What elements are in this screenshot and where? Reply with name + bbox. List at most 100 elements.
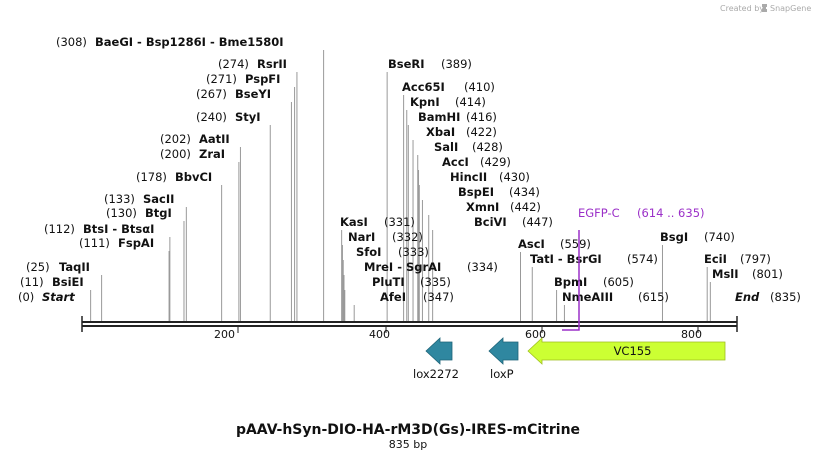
- start-label: Start: [42, 290, 75, 304]
- feature-arrow-vc155[interactable]: [527, 337, 726, 365]
- enzyme-name: AatII: [199, 132, 230, 146]
- enzyme-pos: (740): [704, 230, 735, 244]
- enzyme-pos: (111): [79, 236, 110, 250]
- feature-label-loxp: loxP: [490, 367, 514, 381]
- enzyme-pos: (797): [740, 252, 771, 266]
- primer-name: EGFP-C: [578, 206, 620, 220]
- enzyme-pos: (574): [627, 252, 658, 266]
- feature-label-lox2272: lox2272: [413, 367, 459, 381]
- enzyme-name: StyI: [235, 110, 261, 124]
- enzyme-name: BseRI: [388, 57, 425, 71]
- enzyme-pos: (434): [509, 185, 540, 199]
- enzyme-name: Acc65I: [402, 80, 445, 94]
- feature-arrow-loxp[interactable]: [488, 337, 519, 365]
- enzyme-pos: (333): [398, 245, 429, 259]
- enzyme-pos: (414): [455, 95, 486, 109]
- enzyme-name: NmeAIII: [562, 290, 613, 304]
- enzyme-name: MslI: [712, 267, 739, 281]
- enzyme-name: BsgI: [660, 230, 688, 244]
- enzyme-name: TatI - BsrGI: [530, 252, 602, 266]
- enzyme-name: TaqII: [59, 260, 90, 274]
- end-label: End: [735, 290, 760, 304]
- tick-marks: [237, 326, 699, 333]
- enzyme-labels-right: BseRI (389) Acc65I (410) KpnI (414) BamH…: [340, 57, 783, 304]
- tick-label-600: 600: [525, 328, 546, 341]
- enzyme-pos: (422): [466, 125, 497, 139]
- credit-text: Created by: [720, 4, 764, 13]
- enzyme-pos: (25): [26, 260, 50, 274]
- enzyme-name: KasI: [340, 215, 368, 229]
- enzyme-pos: (240): [196, 110, 227, 124]
- enzyme-pos: (274): [218, 57, 249, 71]
- enzyme-name: SfoI: [356, 245, 381, 259]
- enzyme-pos: (271): [206, 72, 237, 86]
- enzyme-pos: (178): [136, 170, 167, 184]
- enzyme-pos: (428): [472, 140, 503, 154]
- enzyme-pos: (335): [420, 275, 451, 289]
- enzyme-name: BamHI: [418, 110, 460, 124]
- enzyme-name: KpnI: [410, 95, 440, 109]
- enzyme-pos: (447): [522, 215, 553, 229]
- enzyme-name: ZraI: [199, 147, 225, 161]
- enzyme-name: NarI: [348, 230, 375, 244]
- enzyme-name: AscI: [518, 237, 545, 251]
- enzyme-pos: (332): [392, 230, 423, 244]
- enzyme-name: MreI - SgrAI: [364, 260, 441, 274]
- enzyme-pos: (410): [464, 80, 495, 94]
- enzyme-name: EciI: [704, 252, 727, 266]
- enzyme-pos: (331): [384, 215, 415, 229]
- snapgene-logo-text: SnapGene: [770, 4, 811, 13]
- enzyme-pos: (130): [106, 206, 137, 220]
- enzyme-pos: (442): [510, 200, 541, 214]
- enzyme-name: PspFI: [245, 72, 280, 86]
- tick-label-400: 400: [369, 328, 390, 341]
- enzyme-name: HincII: [450, 170, 487, 184]
- enzyme-pos: (112): [44, 222, 75, 236]
- cut-site-lines: [90, 50, 711, 321]
- feature-arrow-lox2272[interactable]: [425, 337, 453, 365]
- enzyme-name: BbvCI: [175, 170, 212, 184]
- enzyme-pos: (416): [466, 110, 497, 124]
- enzyme-name: BspEI: [458, 185, 494, 199]
- enzyme-name: XbaI: [426, 125, 455, 139]
- enzyme-pos: (267): [196, 87, 227, 101]
- enzyme-name: BaeGI - Bsp1286I - Bme1580I: [95, 35, 284, 49]
- tick-label-200: 200: [214, 328, 235, 341]
- enzyme-name: XmnI: [466, 200, 499, 214]
- start-position: (0): [18, 290, 34, 304]
- feature-arrows: VC155: [425, 337, 726, 365]
- enzyme-name: PluTI: [372, 275, 405, 289]
- enzyme-name: BciVI: [474, 215, 507, 229]
- enzyme-pos: (389): [441, 57, 472, 71]
- enzyme-name: FspAI: [118, 236, 154, 250]
- feature-label-vc155: VC155: [614, 344, 652, 358]
- enzyme-name: RsrII: [257, 57, 287, 71]
- enzyme-pos: (347): [423, 290, 454, 304]
- enzyme-pos: (801): [752, 267, 783, 281]
- enzyme-name: SalI: [434, 140, 458, 154]
- enzyme-pos: (615): [638, 290, 669, 304]
- enzyme-name: BtsI - BtsαI: [83, 222, 154, 236]
- map-title: pAAV-hSyn-DIO-HA-rM3D(Gs)-IRES-mCitrine: [236, 422, 580, 438]
- enzyme-name: BseYI: [235, 87, 271, 101]
- enzyme-pos: (308): [56, 35, 87, 49]
- end-position: (835): [770, 290, 801, 304]
- enzyme-name: AccI: [442, 155, 469, 169]
- enzyme-pos: (429): [480, 155, 511, 169]
- enzyme-name: BtgI: [145, 206, 172, 220]
- enzyme-name: BpmI: [554, 275, 587, 289]
- enzyme-pos: (605): [603, 275, 634, 289]
- primer-range: (614 .. 635): [637, 206, 705, 220]
- enzyme-name: AfeI: [380, 290, 406, 304]
- enzyme-pos: (334): [467, 260, 498, 274]
- enzyme-name: BsiEI: [52, 275, 84, 289]
- enzyme-pos: (202): [160, 132, 191, 146]
- enzyme-name: SacII: [143, 192, 174, 206]
- enzyme-pos: (11): [20, 275, 44, 289]
- tick-label-800: 800: [681, 328, 702, 341]
- enzyme-pos: (133): [104, 192, 135, 206]
- enzyme-pos: (559): [560, 237, 591, 251]
- snapgene-logo-icon: [762, 4, 767, 12]
- egfp-c-primer[interactable]: EGFP-C (614 .. 635): [562, 206, 705, 331]
